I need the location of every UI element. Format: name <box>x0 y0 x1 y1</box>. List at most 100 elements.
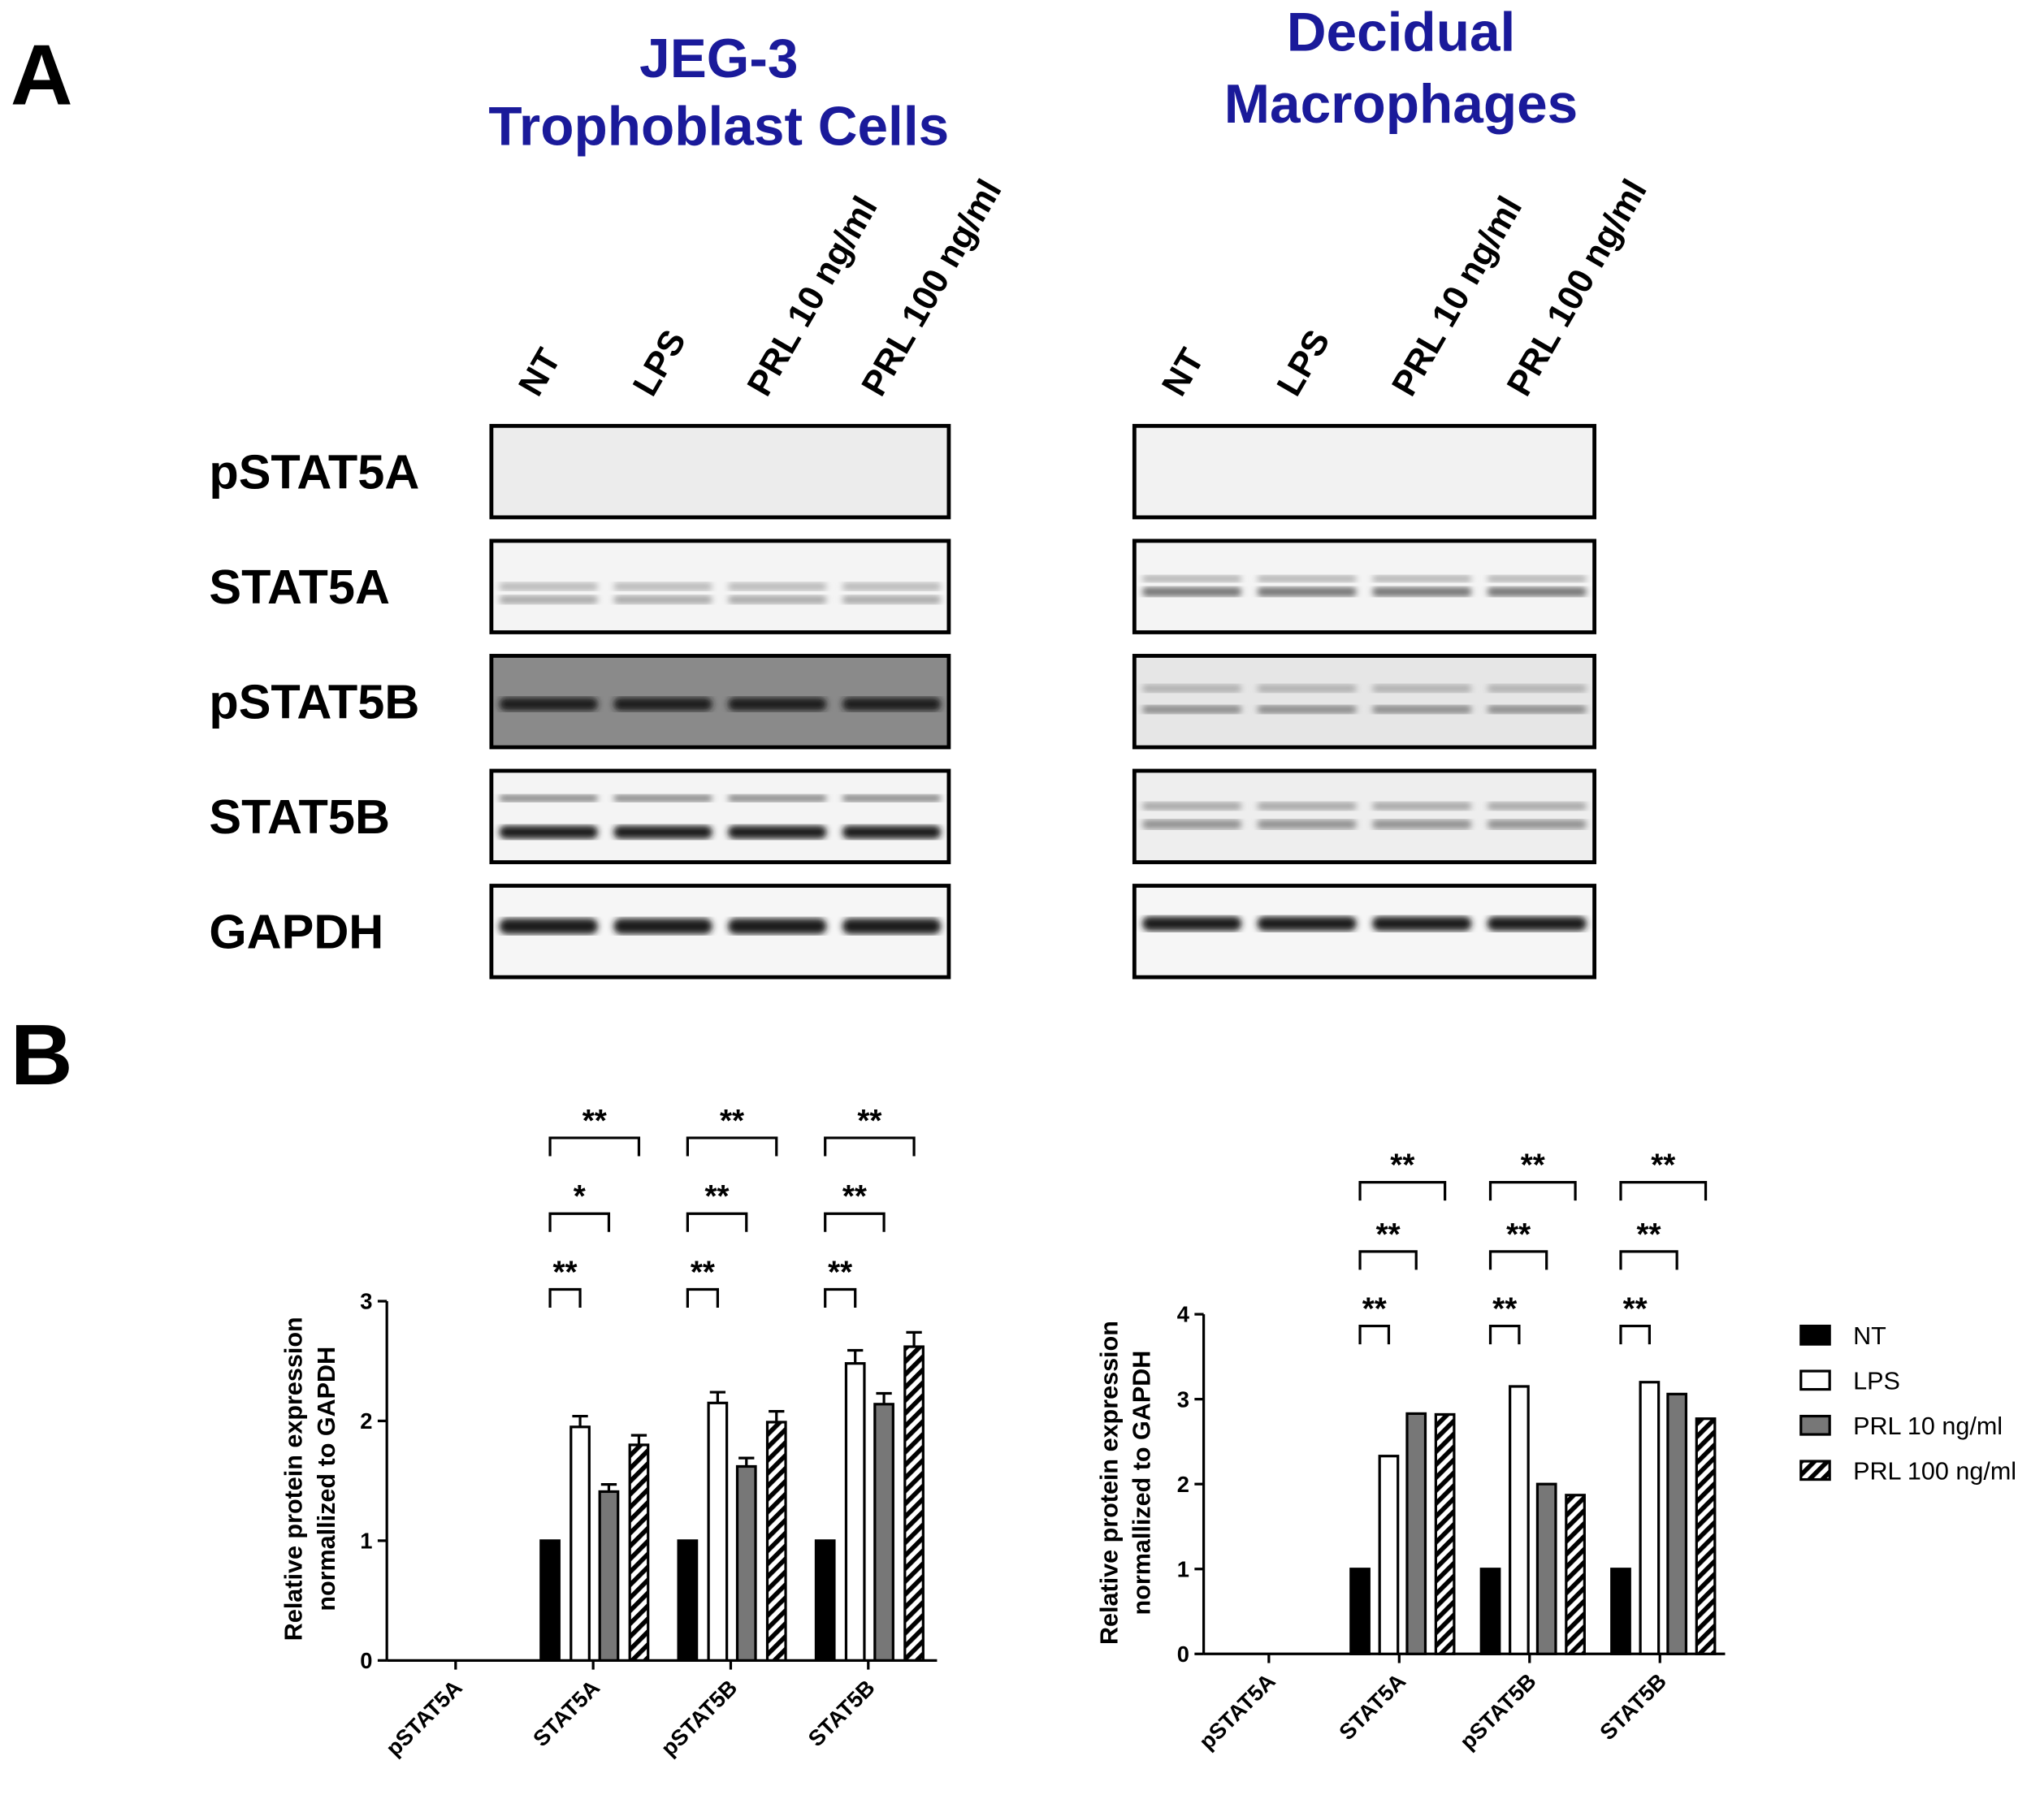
blot-band <box>1487 802 1587 811</box>
blot-row-label: STAT5A <box>209 560 390 614</box>
bar <box>569 1425 591 1662</box>
error-bar <box>876 1391 892 1404</box>
blot-background <box>491 426 949 517</box>
blot-band <box>728 918 827 935</box>
bar <box>1639 1381 1661 1655</box>
bar <box>677 1539 699 1662</box>
y-tick-label: 3 <box>360 1289 372 1314</box>
x-tick-label: STAT5B <box>803 1675 879 1751</box>
blot-band <box>1372 586 1472 597</box>
significance-bracket <box>548 1287 582 1308</box>
blot-background <box>1134 885 1595 978</box>
blot-frame <box>489 423 951 520</box>
blot-band <box>842 582 942 591</box>
error-bar <box>847 1348 864 1364</box>
bar <box>1405 1412 1427 1655</box>
blot-band <box>1142 802 1242 811</box>
significance-bracket <box>1488 1250 1548 1270</box>
blot-band <box>1487 575 1587 582</box>
blot-frame <box>1132 423 1597 520</box>
significance-label: ** <box>582 1104 607 1139</box>
bar <box>1479 1568 1501 1655</box>
blot-title: JEG-3 <box>639 28 798 89</box>
significance-label: ** <box>705 1179 730 1214</box>
blot-band <box>728 595 827 604</box>
bar <box>735 1464 757 1662</box>
significance-label: ** <box>1492 1292 1517 1327</box>
error-bar <box>769 1410 785 1422</box>
blot-band <box>613 825 712 839</box>
blot-frame <box>1132 768 1597 864</box>
blot-band <box>1372 802 1472 811</box>
y-tick-label: 0 <box>1177 1641 1189 1667</box>
blot-band <box>1257 916 1357 932</box>
y-tick-label: 2 <box>360 1408 372 1434</box>
blot-band <box>1487 820 1587 829</box>
blot-band <box>613 595 712 604</box>
blot-background <box>1134 770 1595 863</box>
bar <box>1695 1417 1717 1655</box>
y-tick-label: 4 <box>1177 1302 1190 1327</box>
bar <box>1349 1568 1371 1655</box>
significance-bracket <box>1619 1181 1708 1201</box>
blot-title: Macrophages <box>1224 74 1578 135</box>
significance-label: ** <box>720 1104 744 1139</box>
significance-bracket <box>824 1212 886 1232</box>
legend-label: NT <box>1853 1322 1886 1350</box>
blot-band <box>1257 586 1357 597</box>
y-tick-label: 2 <box>1177 1472 1189 1497</box>
bar <box>1535 1482 1557 1655</box>
significance-bracket <box>824 1287 857 1308</box>
blot-band <box>1257 802 1357 811</box>
lane-label: LPS <box>626 323 694 402</box>
blot-band <box>499 794 598 802</box>
blot-band <box>842 794 942 802</box>
panel-label: A <box>11 28 73 123</box>
significance-label: ** <box>1362 1292 1387 1327</box>
blot-row-label: pSTAT5B <box>209 675 419 729</box>
blot-band <box>1372 575 1472 582</box>
y-tick-label: 0 <box>360 1648 372 1673</box>
blot-band <box>728 697 827 711</box>
blot-band <box>1257 575 1357 582</box>
x-tick-label: pSTAT5A <box>1194 1668 1280 1754</box>
blot-band <box>499 825 598 839</box>
blot-frame <box>489 654 951 750</box>
blot-band <box>1487 916 1587 932</box>
blot-band <box>613 582 712 591</box>
blot-band <box>613 918 712 935</box>
x-tick-label: pSTAT5B <box>1455 1668 1541 1754</box>
error-bar <box>709 1391 726 1404</box>
x-tick-label: pSTAT5A <box>381 1675 467 1761</box>
blot-band <box>1372 705 1472 714</box>
lane-label: NT <box>1154 342 1212 403</box>
x-tick-label: pSTAT5B <box>656 1675 742 1761</box>
blot-title: Decidual <box>1287 2 1516 63</box>
legend-label: PRL 100 ng/ml <box>1853 1458 2016 1486</box>
y-tick-label: 3 <box>1177 1386 1189 1412</box>
error-bar <box>630 1434 647 1445</box>
significance-bracket <box>1358 1181 1447 1201</box>
significance-label: ** <box>842 1179 867 1214</box>
blot-row-label: pSTAT5A <box>209 445 419 500</box>
blot-frame <box>1132 884 1597 980</box>
y-axis-label: Relative protein expression <box>1095 1321 1123 1645</box>
legend-label: PRL 10 ng/ml <box>1853 1412 2003 1440</box>
blot-band <box>1487 684 1587 693</box>
blot-background <box>491 770 949 863</box>
blot-band <box>499 582 598 591</box>
significance-bracket <box>548 1212 611 1232</box>
blot-band <box>499 595 598 604</box>
blot-frame <box>489 768 951 864</box>
significance-bracket <box>686 1287 719 1308</box>
blot-row-label: STAT5B <box>209 789 390 844</box>
bar <box>765 1421 787 1662</box>
lane-label: NT <box>511 342 569 403</box>
legend-swatch <box>1799 1460 1831 1481</box>
blot-band <box>1372 684 1472 693</box>
bar <box>628 1443 650 1662</box>
blot-band <box>1142 705 1242 714</box>
blot-band <box>1487 586 1587 597</box>
blot-background <box>1134 540 1595 633</box>
blot-band <box>1142 586 1242 597</box>
